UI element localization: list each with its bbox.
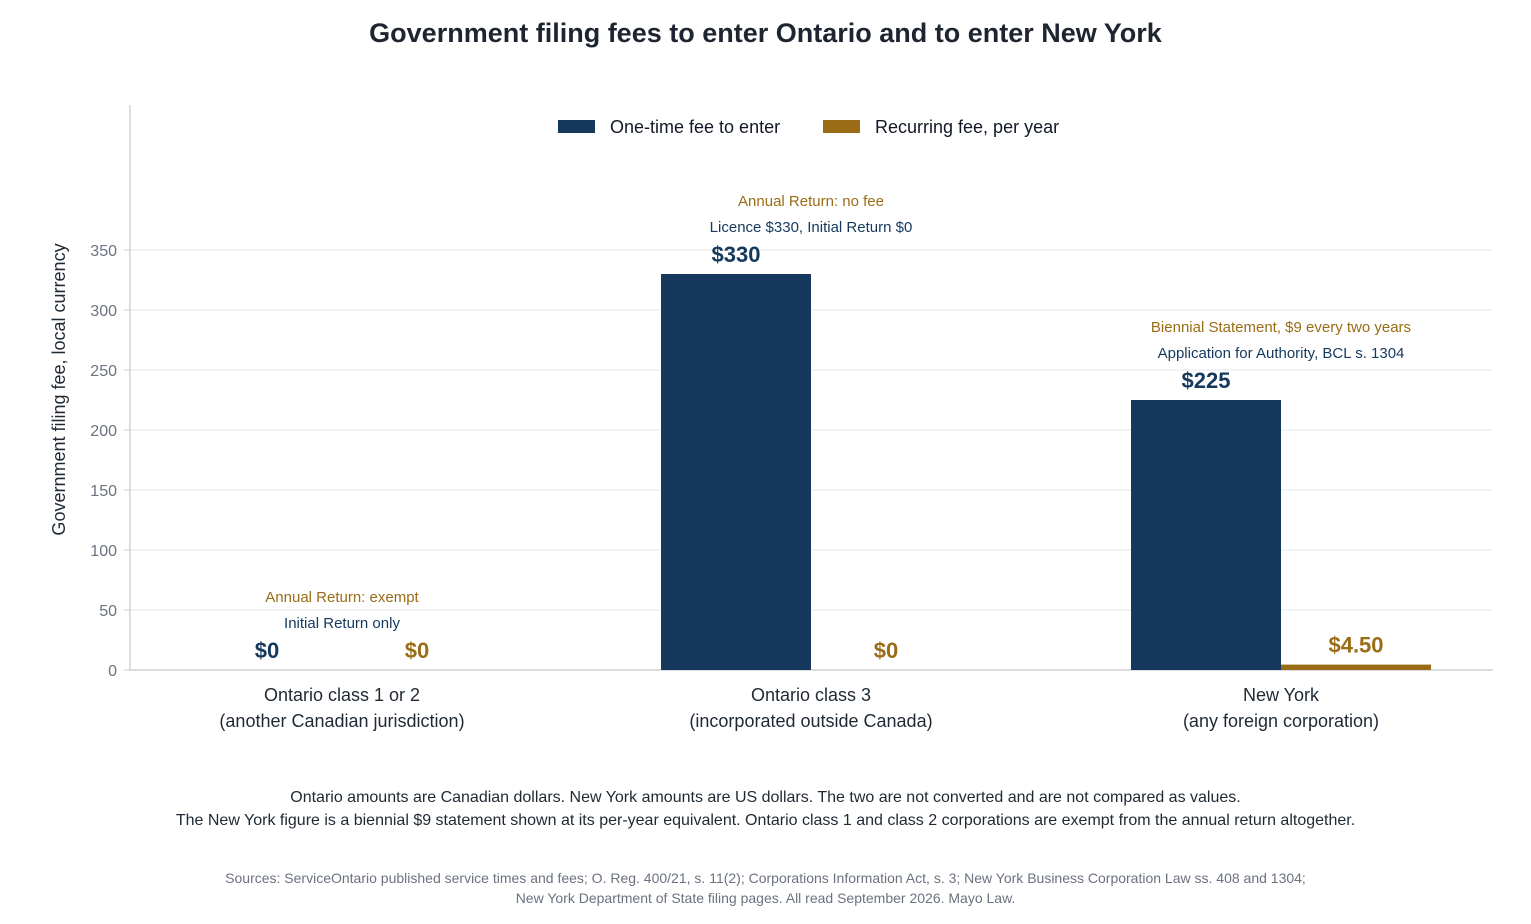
bar-value-label: $0 [255,638,279,663]
legend: One-time fee to enter Recurring fee, per … [558,117,1059,137]
bar-note: Biennial Statement, $9 every two years [1151,319,1411,336]
bar [1131,400,1281,670]
y-tick-label: 100 [90,543,117,560]
y-tick-label: 150 [90,483,117,500]
x-category-label: New York [1243,685,1320,705]
y-tick-label: 350 [90,243,117,260]
bar-value-label: $4.50 [1328,632,1383,657]
y-tick-label: 300 [90,303,117,320]
axes: 0 50 100 150 200 250 300 350 Government filing f… [49,105,1493,731]
y-tick-label: 200 [90,423,117,440]
bar-value-label: $0 [405,638,429,663]
bar-note: Application for Authority, BCL s. 1304 [1158,345,1405,362]
bar-note: Licence $330, Initial Return $0 [710,219,913,236]
sources-line: Sources: ServiceOntario published servic… [225,870,1306,886]
chart-title: Government filing fees to enter Ontario … [369,18,1162,48]
footnote-line: The New York figure is a biennial $9 sta… [175,812,1356,829]
bars [661,274,1431,670]
x-category-label: (another Canadian jurisdiction) [219,711,464,731]
footnotes: Ontario amounts are Canadian dollars. Ne… [0,786,1531,832]
y-tick-label: 250 [90,363,117,380]
x-category-label: Ontario class 1 or 2 [264,685,420,705]
legend-swatch [823,120,860,133]
legend-label: One-time fee to enter [610,117,780,137]
y-tick-label: 50 [99,603,117,620]
bar-value-label: $330 [712,242,761,267]
x-category-label: Ontario class 3 [751,685,871,705]
bar-value-label: $0 [874,638,898,663]
labels: $0 $330 $225 $0 $0 $4.50 Initial Return only An… [255,193,1411,663]
sources-line: New York Department of State filing page… [515,890,1016,906]
bar [661,274,811,670]
bar [1281,664,1431,670]
y-axis-title: Government filing fee, local currency [49,243,69,535]
legend-label: Recurring fee, per year [875,117,1059,137]
bar-note: Initial Return only [284,615,400,632]
x-category-label: (any foreign corporation) [1183,711,1379,731]
legend-swatch [558,120,595,133]
x-category-label: (incorporated outside Canada) [689,711,932,731]
bar-note: Annual Return: exempt [265,589,419,606]
grid-lines [130,249,1493,611]
bar-value-label: $225 [1182,368,1231,393]
footnote-line: Ontario amounts are Canadian dollars. Ne… [290,789,1241,806]
y-tick-label: 0 [108,663,117,680]
bar-note: Annual Return: no fee [738,193,884,210]
sources: Sources: ServiceOntario published servic… [0,868,1531,908]
